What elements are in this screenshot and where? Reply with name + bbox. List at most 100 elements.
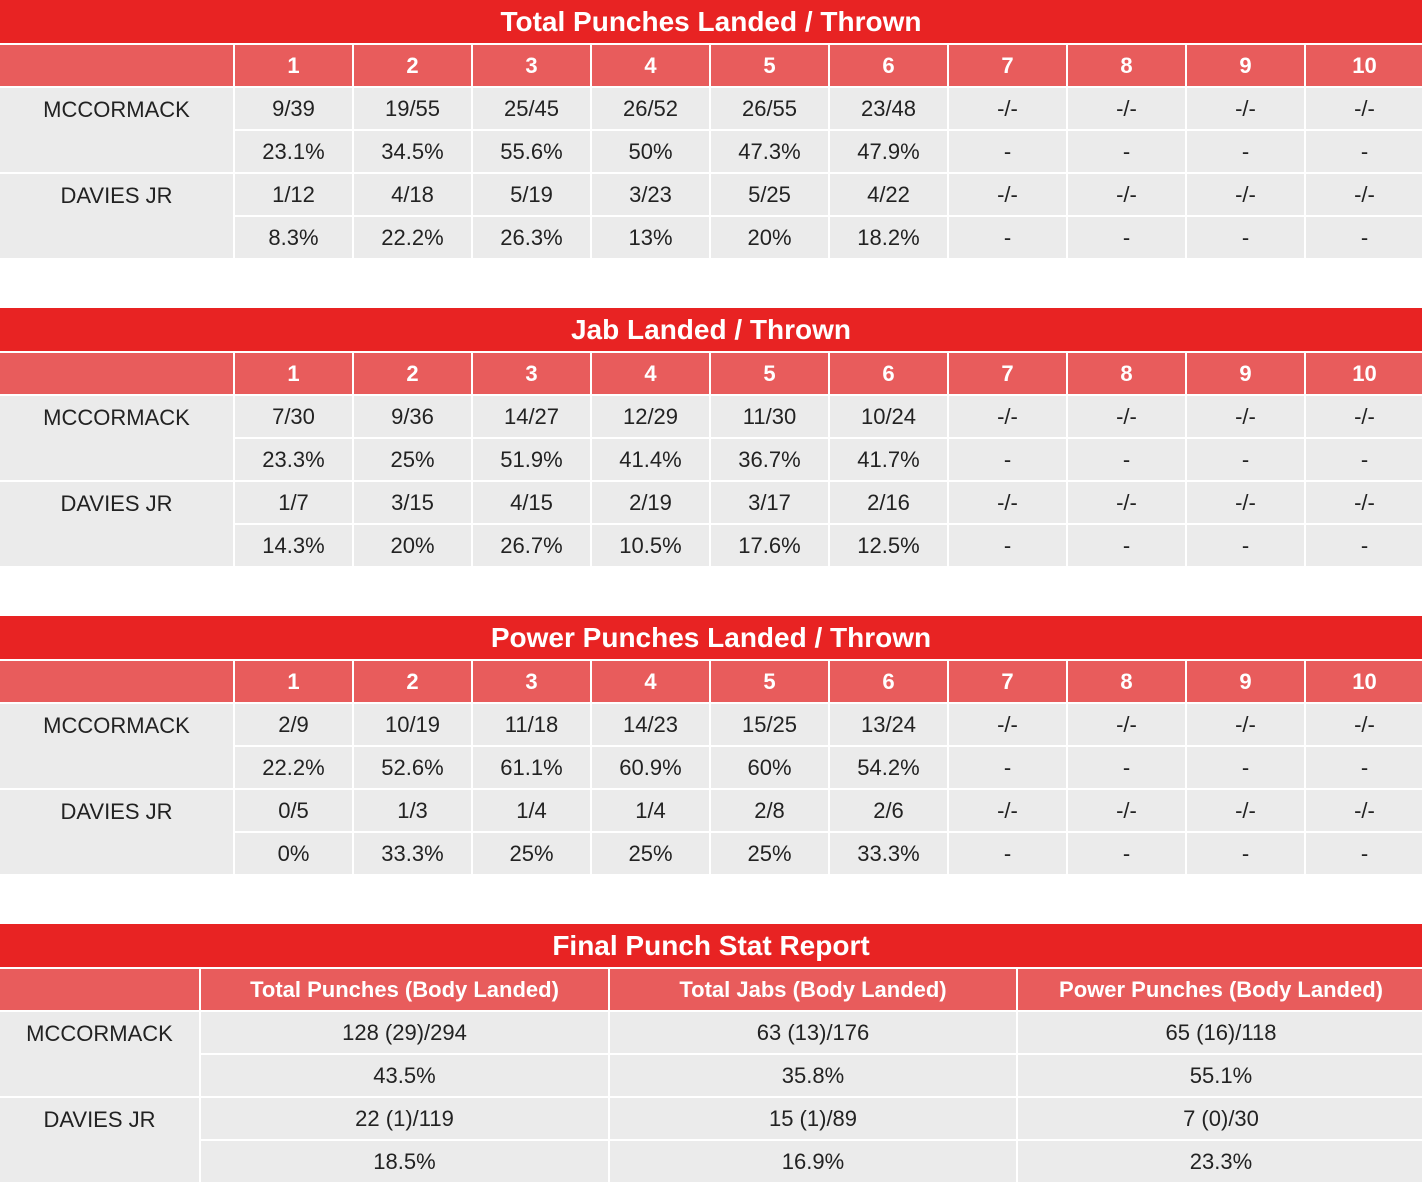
percent-cell: 23.1% [235,131,352,172]
landed-thrown-cell: -/- [1187,88,1304,129]
final-report-table: Final Punch Stat Report Total Punches (B… [0,924,1422,1182]
percent-cell: - [1187,131,1304,172]
landed-thrown-cell: 2/9 [235,704,352,745]
percent-cell: - [1306,217,1422,258]
round-header: 9 [1187,45,1304,86]
landed-thrown-cell: -/- [1306,790,1422,831]
landed-thrown-cell: 15/25 [711,704,828,745]
percent-cell: 25% [592,833,709,874]
percent-cell: 54.2% [830,747,947,788]
fighter-name: DAVIES JR [0,482,233,566]
landed-thrown-cell: 10/24 [830,396,947,437]
round-header: 7 [949,661,1066,702]
landed-thrown-cell: 2/8 [711,790,828,831]
landed-thrown-cell: 4/18 [354,174,471,215]
percent-cell: 50% [592,131,709,172]
total-punches-grid: 1 2 3 4 5 6 7 8 9 10 MCCORMACK 9/39 19/5… [0,45,1422,258]
landed-thrown-cell: 1/4 [592,790,709,831]
landed-thrown-cell: 3/17 [711,482,828,523]
percent-cell: 20% [354,525,471,566]
percent-cell: 23.3% [1018,1141,1422,1182]
round-header: 5 [711,353,828,394]
round-header: 3 [473,353,590,394]
round-header: 4 [592,661,709,702]
fighter-name: MCCORMACK [0,88,233,172]
header-blank [0,353,233,394]
percent-cell: - [1187,747,1304,788]
percent-cell: 22.2% [235,747,352,788]
round-header: 1 [235,661,352,702]
landed-thrown-cell: -/- [949,790,1066,831]
percent-cell: - [949,747,1066,788]
percent-cell: 35.8% [610,1055,1016,1096]
landed-thrown-cell: 3/15 [354,482,471,523]
total-value-cell: 22 (1)/119 [201,1098,608,1139]
percent-cell: - [1068,833,1185,874]
final-report-grid: Total Punches (Body Landed) Total Jabs (… [0,969,1422,1182]
round-header: 2 [354,353,471,394]
landed-thrown-cell: 2/16 [830,482,947,523]
percent-cell: 10.5% [592,525,709,566]
landed-thrown-cell: -/- [1068,704,1185,745]
percent-cell: 20% [711,217,828,258]
percent-cell: - [1306,747,1422,788]
landed-thrown-cell: -/- [1187,704,1304,745]
fighter-name: DAVIES JR [0,790,233,874]
landed-thrown-cell: -/- [1187,790,1304,831]
total-value-cell: 65 (16)/118 [1018,1012,1422,1053]
landed-thrown-cell: -/- [1306,396,1422,437]
round-header: 6 [830,353,947,394]
landed-thrown-cell: 13/24 [830,704,947,745]
landed-thrown-cell: 14/23 [592,704,709,745]
percent-cell: 8.3% [235,217,352,258]
round-header: 10 [1306,661,1422,702]
percent-cell: - [949,833,1066,874]
landed-thrown-cell: -/- [1306,174,1422,215]
percent-cell: - [1068,217,1185,258]
landed-thrown-cell: 9/39 [235,88,352,129]
percent-cell: 14.3% [235,525,352,566]
landed-thrown-cell: -/- [1068,396,1185,437]
round-header: 8 [1068,45,1185,86]
landed-thrown-cell: 23/48 [830,88,947,129]
landed-thrown-cell: -/- [1068,174,1185,215]
percent-cell: 17.6% [711,525,828,566]
percent-cell: 61.1% [473,747,590,788]
percent-cell: - [1068,131,1185,172]
total-punches-table: Total Punches Landed / Thrown 1 2 3 4 5 … [0,0,1422,258]
landed-thrown-cell: -/- [1068,482,1185,523]
landed-thrown-cell: -/- [1306,704,1422,745]
round-header: 9 [1187,353,1304,394]
percent-cell: - [1187,833,1304,874]
landed-thrown-cell: 26/52 [592,88,709,129]
jab-grid: 1 2 3 4 5 6 7 8 9 10 MCCORMACK 7/30 9/36… [0,353,1422,566]
round-header: 1 [235,353,352,394]
fighter-name: MCCORMACK [0,1012,199,1096]
landed-thrown-cell: -/- [1306,482,1422,523]
header-blank [0,969,199,1010]
landed-thrown-cell: 11/18 [473,704,590,745]
landed-thrown-cell: 12/29 [592,396,709,437]
landed-thrown-cell: 0/5 [235,790,352,831]
round-header: 6 [830,661,947,702]
percent-cell: 52.6% [354,747,471,788]
landed-thrown-cell: 3/23 [592,174,709,215]
landed-thrown-cell: 4/15 [473,482,590,523]
landed-thrown-cell: 5/25 [711,174,828,215]
percent-cell: 12.5% [830,525,947,566]
round-header: 5 [711,661,828,702]
round-header: 10 [1306,45,1422,86]
jab-title: Jab Landed / Thrown [0,308,1422,353]
round-header: 5 [711,45,828,86]
power-punches-grid: 1 2 3 4 5 6 7 8 9 10 MCCORMACK 2/9 10/19… [0,661,1422,874]
power-punches-title: Power Punches Landed / Thrown [0,616,1422,661]
jab-table: Jab Landed / Thrown 1 2 3 4 5 6 7 8 9 10… [0,308,1422,566]
percent-cell: - [1306,131,1422,172]
percent-cell: 47.9% [830,131,947,172]
percent-cell: 25% [473,833,590,874]
percent-cell: - [1187,217,1304,258]
percent-cell: - [1306,525,1422,566]
total-punches-title: Total Punches Landed / Thrown [0,0,1422,45]
percent-cell: 55.6% [473,131,590,172]
round-header: 8 [1068,353,1185,394]
